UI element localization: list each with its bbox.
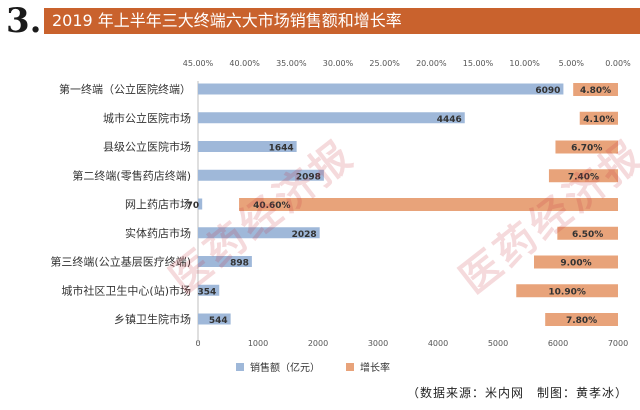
growth-bar <box>516 284 618 298</box>
growth-value-label: 7.40% <box>568 172 599 182</box>
title-bar: 2019 年上半年三大终端六大市场销售额和增长率 <box>44 8 640 34</box>
sales-value-label: 1644 <box>269 144 294 154</box>
sales-value-label: 544 <box>209 316 228 326</box>
sales-bar <box>198 256 252 267</box>
category-label: 乡镇卫生院市场 <box>114 312 191 326</box>
growth-value-label: 4.10% <box>583 115 614 125</box>
bottom-tick-label: 6000 <box>548 339 568 348</box>
sales-bar <box>198 141 297 152</box>
bar-chart: 45.00% 40.00% 35.00% 30.00% 25.00% 20.00% 15.0… <box>50 59 631 374</box>
growth-bar <box>545 313 618 326</box>
category-label: 城市社区卫生中心(站)市场 <box>61 283 191 297</box>
growth-value-label: 6.70% <box>571 144 602 154</box>
legend-label-growth: 增长率 <box>360 361 390 374</box>
growth-bar <box>548 169 618 183</box>
bottom-tick-label: 2000 <box>308 339 328 348</box>
legend-label-sales: 销售额（亿元） <box>250 361 320 374</box>
bottom-tick-label: 4000 <box>428 339 448 348</box>
top-tick-label: 35.00% <box>276 59 307 68</box>
sales-value-label: 898 <box>230 259 249 269</box>
sales-bar <box>198 198 203 210</box>
growth-bar <box>534 255 618 269</box>
sales-bar <box>198 284 220 296</box>
bottom-tick-label: 5000 <box>488 339 508 348</box>
top-tick-label: 5.00% <box>559 59 585 68</box>
top-tick-label: 45.00% <box>183 59 214 68</box>
growth-value-label: 4.80% <box>580 86 611 96</box>
growth-bar <box>555 140 618 154</box>
sales-value-label: 2098 <box>296 172 321 182</box>
top-tick-label: 20.00% <box>416 59 447 68</box>
chart-header: 3. 2019 年上半年三大终端六大市场销售额和增长率 <box>0 0 640 42</box>
sales-bar <box>198 313 231 325</box>
category-label: 网上药店市场 <box>125 197 191 211</box>
bottom-tick-label: 7000 <box>608 339 628 348</box>
growth-bar <box>579 111 618 125</box>
category-label: 城市公立医院市场 <box>103 111 191 125</box>
growth-value-label: 6.50% <box>572 230 603 240</box>
growth-value-label: 7.80% <box>566 316 597 326</box>
legend-swatch-growth <box>346 363 354 371</box>
growth-bar <box>557 226 618 240</box>
sales-value-label: 2028 <box>292 230 317 240</box>
chart-title: 2019 年上半年三大终端六大市场销售额和增长率 <box>52 11 402 30</box>
sales-value-label: 354 <box>197 287 216 297</box>
sales-bar <box>198 227 320 239</box>
category-label: 县级公立医院市场 <box>103 140 191 154</box>
category-label: 第三终端(公立基层医疗终端) <box>50 255 191 269</box>
top-tick-label: 25.00% <box>369 59 400 68</box>
sales-bar <box>198 169 324 181</box>
category-label: 第一终端（公立医院终端） <box>59 82 191 96</box>
sales-bar <box>198 83 564 95</box>
growth-bar <box>573 83 618 96</box>
top-tick-label: 10.00% <box>509 59 540 68</box>
bottom-tick-label: 0 <box>195 339 200 348</box>
top-tick-label: 40.00% <box>229 59 260 68</box>
figure-number: 3. <box>6 1 42 41</box>
growth-value-label: 10.90% <box>548 287 586 297</box>
sales-value-label: 4446 <box>437 115 462 125</box>
bottom-tick-label: 1000 <box>248 339 268 348</box>
sales-bar <box>198 112 465 124</box>
top-tick-label: 0.00% <box>605 59 631 68</box>
sales-value-label: 70 <box>187 201 200 211</box>
sales-value-label: 6090 <box>535 86 560 96</box>
bottom-tick-label: 3000 <box>368 339 388 348</box>
category-label: 第二终端(零售药店终端) <box>72 168 191 182</box>
growth-value-label: 40.60% <box>253 201 290 211</box>
source-note: （数据来源：米内网 制图：黄孝冰） <box>406 386 628 400</box>
growth-value-label: 9.00% <box>560 259 591 269</box>
top-tick-label: 15.00% <box>463 59 494 68</box>
category-label: 实体药店市场 <box>125 226 191 240</box>
growth-bar <box>239 198 619 211</box>
top-tick-label: 30.00% <box>323 59 354 68</box>
legend-swatch-sales <box>236 363 244 371</box>
